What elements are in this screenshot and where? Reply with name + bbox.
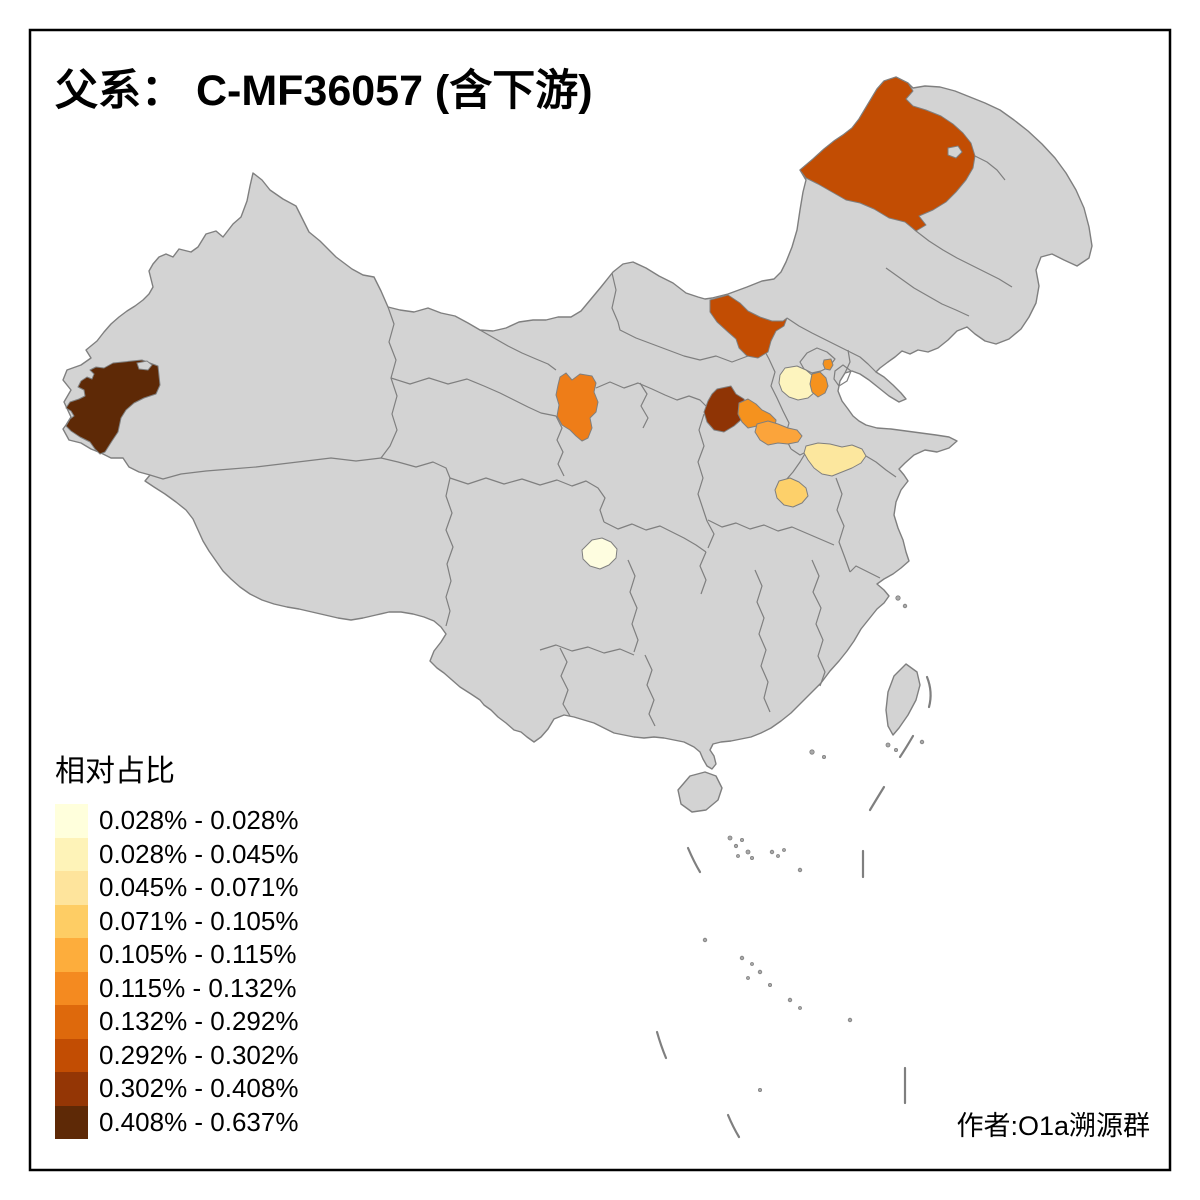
region-east-hebei-exclave bbox=[822, 358, 834, 371]
legend-row: 0.115% - 0.132% bbox=[55, 971, 298, 1005]
region-central-sichuan bbox=[581, 537, 618, 570]
province-borders bbox=[149, 155, 1013, 727]
legend-row: 0.292% - 0.302% bbox=[55, 1038, 299, 1072]
legend-label: 0.105% - 0.115% bbox=[99, 939, 297, 970]
region-east-hebei bbox=[809, 371, 829, 398]
legend-swatch bbox=[55, 1038, 88, 1072]
legend-swatch bbox=[55, 1105, 88, 1139]
legend-row: 0.408% - 0.637% bbox=[55, 1105, 299, 1139]
hainan-island bbox=[677, 771, 723, 813]
legend-row: 0.302% - 0.408% bbox=[55, 1072, 298, 1106]
legend-label: 0.071% - 0.105% bbox=[99, 905, 299, 936]
legend-label: 0.292% - 0.302% bbox=[99, 1039, 299, 1070]
legend-label: 0.408% - 0.637% bbox=[99, 1106, 299, 1137]
attribution-text: 作者:O1a溯源群 bbox=[956, 1111, 1150, 1141]
legend-row: 0.045% - 0.071% bbox=[55, 871, 298, 905]
region-far-west-enclave bbox=[136, 360, 153, 371]
legend-label: 0.115% - 0.132% bbox=[99, 972, 297, 1003]
legend-swatch bbox=[55, 871, 88, 905]
legend-swatch bbox=[55, 1005, 88, 1039]
region-northeast-inner-mongolia bbox=[799, 76, 976, 232]
region-west-shanxi bbox=[703, 385, 749, 433]
legend: 相对占比 0.028% - 0.028% 0.028% - 0.045% 0.0… bbox=[55, 746, 298, 1139]
panel-border bbox=[28, 28, 1172, 1172]
region-central-gansu bbox=[555, 372, 599, 442]
legend-row: 0.132% - 0.292% bbox=[55, 1005, 298, 1039]
region-central-hebei bbox=[778, 365, 818, 401]
legend-row: 0.028% - 0.028% bbox=[55, 804, 298, 838]
legend-swatch bbox=[55, 904, 88, 938]
legend-label: 0.132% - 0.292% bbox=[99, 1006, 299, 1037]
legend-title: 相对占比 bbox=[55, 755, 175, 788]
legend-label: 0.028% - 0.028% bbox=[99, 805, 299, 836]
south-china-sea bbox=[655, 595, 932, 1139]
region-west-shandong bbox=[803, 442, 867, 477]
legend-swatch bbox=[55, 938, 88, 972]
region-northeast-enclave bbox=[947, 145, 963, 159]
legend-swatch bbox=[55, 804, 88, 838]
legend-swatch bbox=[55, 837, 88, 871]
legend-swatch bbox=[55, 1072, 88, 1106]
legend-swatch bbox=[55, 971, 88, 1005]
legend-label: 0.045% - 0.071% bbox=[99, 872, 299, 903]
highlighted-regions bbox=[65, 76, 976, 570]
legend-row: 0.071% - 0.105% bbox=[55, 904, 299, 938]
page-title: 父系： C-MF36057 (含下游) bbox=[55, 67, 593, 115]
legend-label: 0.302% - 0.408% bbox=[99, 1073, 299, 1104]
region-east-central-shanxi bbox=[754, 420, 803, 446]
region-north-henan bbox=[774, 477, 809, 508]
legend-row: 0.105% - 0.115% bbox=[55, 938, 298, 972]
legend-row: 0.028% - 0.045% bbox=[55, 837, 299, 871]
region-south-central-inner-mongolia bbox=[709, 294, 788, 359]
region-far-west-xinjiang bbox=[65, 359, 161, 455]
legend-label: 0.028% - 0.045% bbox=[99, 838, 299, 869]
taiwan-island bbox=[885, 663, 921, 736]
